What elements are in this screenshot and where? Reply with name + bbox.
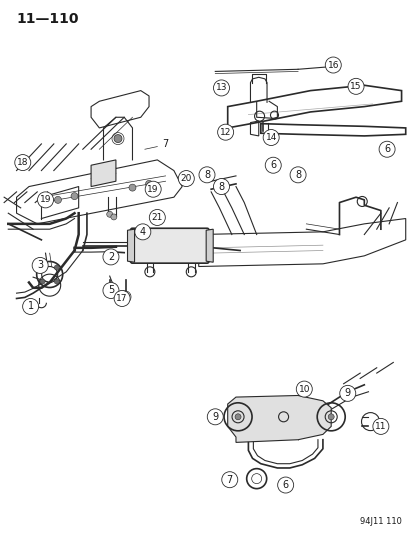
Text: 9: 9 [344, 389, 350, 398]
Circle shape [149, 209, 165, 225]
Circle shape [347, 78, 363, 94]
Circle shape [71, 192, 78, 200]
Circle shape [54, 265, 59, 270]
Circle shape [207, 409, 223, 425]
Text: 11: 11 [374, 422, 386, 431]
Text: 94J11 110: 94J11 110 [359, 517, 401, 526]
Circle shape [54, 279, 59, 284]
Circle shape [221, 472, 237, 488]
Text: 1: 1 [28, 302, 33, 311]
Text: 12: 12 [219, 128, 231, 136]
Text: 6: 6 [270, 160, 275, 170]
Circle shape [296, 381, 311, 397]
Circle shape [38, 192, 53, 208]
Circle shape [199, 167, 214, 183]
Circle shape [339, 385, 355, 401]
Text: 6: 6 [282, 480, 288, 490]
Circle shape [40, 265, 45, 270]
Circle shape [107, 211, 112, 217]
Circle shape [213, 80, 229, 96]
Circle shape [129, 184, 135, 191]
Circle shape [135, 224, 150, 240]
Text: 3: 3 [37, 261, 43, 270]
Text: 8: 8 [218, 182, 224, 191]
Circle shape [265, 157, 280, 173]
Text: 2: 2 [107, 252, 114, 262]
Text: 20: 20 [180, 174, 192, 183]
Circle shape [121, 293, 129, 301]
Text: 9: 9 [212, 412, 218, 422]
Text: 7: 7 [226, 475, 233, 484]
Circle shape [277, 477, 293, 493]
Circle shape [114, 134, 122, 143]
Circle shape [55, 196, 61, 204]
Circle shape [111, 214, 116, 220]
Polygon shape [206, 229, 213, 262]
Text: 19: 19 [40, 196, 51, 204]
Polygon shape [127, 229, 134, 262]
Text: 4: 4 [140, 227, 145, 237]
Circle shape [145, 181, 161, 197]
Text: 14: 14 [265, 133, 276, 142]
Text: 15: 15 [349, 82, 361, 91]
Circle shape [114, 290, 130, 306]
Polygon shape [227, 395, 330, 442]
Text: 21: 21 [151, 213, 163, 222]
Circle shape [372, 418, 388, 434]
Text: 10: 10 [298, 385, 309, 393]
Text: 19: 19 [147, 185, 159, 193]
Circle shape [328, 414, 333, 420]
Text: 11—110: 11—110 [17, 12, 79, 26]
Text: 13: 13 [215, 84, 227, 92]
Circle shape [290, 167, 305, 183]
Circle shape [178, 171, 194, 187]
Text: 18: 18 [17, 158, 28, 167]
FancyBboxPatch shape [130, 228, 209, 263]
Circle shape [378, 141, 394, 157]
Circle shape [145, 180, 152, 188]
Circle shape [103, 249, 119, 265]
Circle shape [325, 57, 340, 73]
Circle shape [213, 179, 229, 195]
Circle shape [23, 298, 38, 314]
Circle shape [263, 130, 278, 146]
Circle shape [235, 414, 240, 420]
Circle shape [32, 257, 48, 273]
Text: 7: 7 [162, 139, 169, 149]
Text: 8: 8 [294, 170, 300, 180]
Text: 16: 16 [327, 61, 338, 69]
Circle shape [40, 279, 45, 284]
Circle shape [103, 282, 119, 298]
Text: 5: 5 [107, 286, 114, 295]
Text: 17: 17 [116, 294, 128, 303]
Circle shape [217, 124, 233, 140]
Polygon shape [91, 160, 116, 187]
Circle shape [15, 155, 31, 171]
Text: 8: 8 [204, 170, 209, 180]
Text: 6: 6 [383, 144, 389, 154]
